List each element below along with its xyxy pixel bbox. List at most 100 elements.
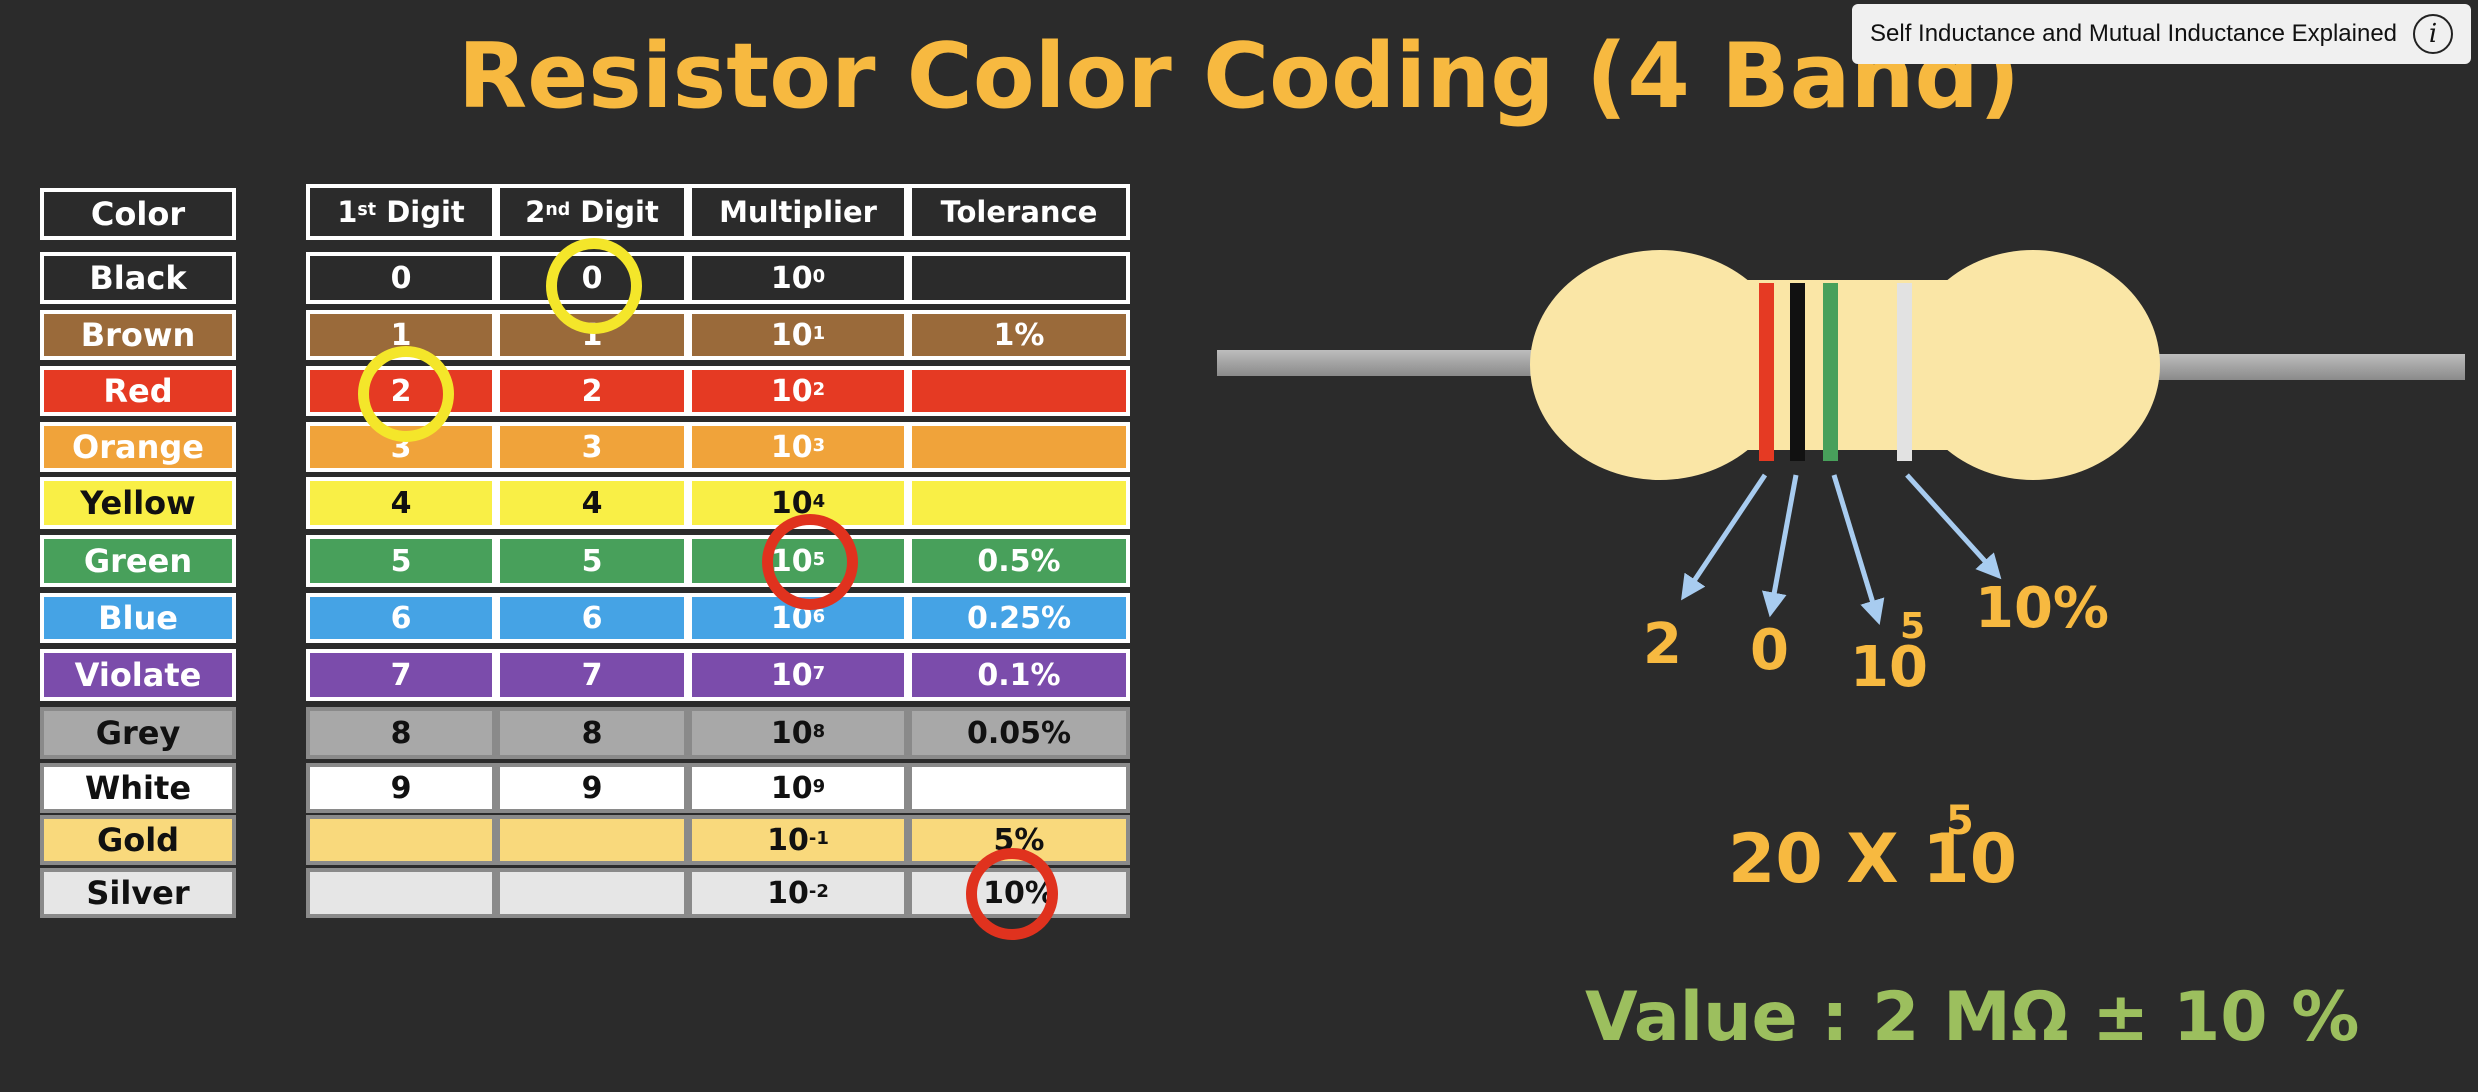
multiplier-cell: 10 3 bbox=[688, 422, 908, 472]
tolerance-cell bbox=[908, 763, 1130, 813]
digit1-cell: 6 bbox=[306, 593, 496, 643]
arrow-tolerance bbox=[1905, 473, 2002, 580]
band-label-tolerance: 10% bbox=[1975, 576, 2110, 641]
multiplier-exp: 0 bbox=[812, 265, 826, 287]
multiplier-base: 10 bbox=[770, 715, 813, 751]
highlight-circle-tolerance-silver bbox=[966, 848, 1058, 940]
column-header: Multiplier bbox=[688, 184, 908, 240]
multiplier-exp: 9 bbox=[812, 775, 826, 797]
color-name-cell: Brown bbox=[40, 310, 236, 360]
resistance-value: Value : 2 MΩ ± 10 % bbox=[1585, 978, 2360, 1057]
tolerance-cell: 0.05% bbox=[908, 707, 1130, 759]
digit2-cell: 3 bbox=[496, 422, 688, 472]
multiplier-base: 10 bbox=[770, 260, 813, 296]
multiplier-base: 10 bbox=[770, 429, 813, 465]
arrow-digit2 bbox=[1761, 474, 1799, 618]
band-label-multiplier-base: 10 bbox=[1850, 635, 1928, 700]
digit1-cell: 8 bbox=[306, 707, 496, 759]
digit2-cell: 5 bbox=[496, 535, 688, 587]
digit2-cell: 4 bbox=[496, 477, 688, 529]
digit1-cell: 0 bbox=[306, 252, 496, 304]
multiplier-cell: 10 -1 bbox=[688, 815, 908, 865]
tolerance-cell bbox=[908, 422, 1130, 472]
color-name-cell: Yellow bbox=[40, 477, 236, 529]
column-header-text: 1 bbox=[337, 195, 358, 229]
digit2-cell bbox=[496, 868, 688, 918]
column-header: Tolerance bbox=[908, 184, 1130, 240]
page-title: Resistor Color Coding (4 Band) bbox=[457, 24, 2021, 129]
column-header-sup: nd bbox=[545, 200, 571, 220]
color-name-cell: Green bbox=[40, 535, 236, 587]
multiplier-cell: 10 0 bbox=[688, 252, 908, 304]
column-header-text: Tolerance bbox=[940, 195, 1098, 229]
color-name-cell: Gold bbox=[40, 815, 236, 865]
multiplier-cell: 10 7 bbox=[688, 649, 908, 701]
info-icon[interactable]: i bbox=[2413, 14, 2453, 54]
multiplier-cell: 10 2 bbox=[688, 366, 908, 416]
band-3-green bbox=[1823, 283, 1838, 461]
band-4-silver bbox=[1897, 283, 1912, 461]
tolerance-cell: 0.5% bbox=[908, 535, 1130, 587]
column-header-text: Multiplier bbox=[719, 195, 877, 229]
resistor-body bbox=[1530, 250, 2160, 480]
tolerance-cell: 5% bbox=[908, 815, 1130, 865]
column-header-text: 2 bbox=[525, 195, 546, 229]
tolerance-cell: 0.1% bbox=[908, 649, 1130, 701]
multiplier-exp: 1 bbox=[812, 322, 826, 344]
color-name-cell: Red bbox=[40, 366, 236, 416]
multiplier-exp: 8 bbox=[812, 720, 826, 742]
band-1-red bbox=[1759, 283, 1774, 461]
multiplier-base: 10 bbox=[767, 875, 809, 911]
band-label-multiplier: 10 bbox=[1850, 635, 1928, 700]
multiplier-base: 10 bbox=[770, 657, 813, 693]
color-name-cell: White bbox=[40, 763, 236, 813]
band-label-digit1: 2 bbox=[1643, 612, 1682, 677]
multiplier-cell: 10 -2 bbox=[688, 868, 908, 918]
multiplier-exp: -1 bbox=[808, 827, 829, 849]
digit2-cell: 2 bbox=[496, 366, 688, 416]
tolerance-cell: 0.25% bbox=[908, 593, 1130, 643]
tolerance-cell bbox=[908, 252, 1130, 304]
highlight-circle-digit2-black bbox=[546, 238, 642, 334]
tolerance-cell bbox=[908, 366, 1130, 416]
arrow-multiplier bbox=[1831, 474, 1885, 625]
tolerance-cell bbox=[908, 477, 1130, 529]
digit2-cell: 6 bbox=[496, 593, 688, 643]
tolerance-cell: 1% bbox=[908, 310, 1130, 360]
info-card[interactable]: Self Inductance and Mutual Inductance Ex… bbox=[1852, 4, 2471, 64]
digit2-cell bbox=[496, 815, 688, 865]
multiplier-base: 10 bbox=[770, 317, 813, 353]
digit2-cell: 9 bbox=[496, 763, 688, 813]
color-name-cell: Orange bbox=[40, 422, 236, 472]
band-label-multiplier-exp: 5 bbox=[1900, 606, 1926, 647]
multiplier-exp: 6 bbox=[812, 605, 826, 627]
multiplier-exp: 4 bbox=[812, 490, 826, 512]
color-name-cell: Silver bbox=[40, 868, 236, 918]
band-label-digit2: 0 bbox=[1750, 618, 1789, 683]
multiplier-exp: 3 bbox=[812, 434, 826, 456]
multiplier-exp: 7 bbox=[812, 662, 826, 684]
formula-base: 20 X 10 bbox=[1728, 820, 2018, 899]
resistor-lead-left bbox=[1217, 350, 1547, 376]
formula: 20 X 10 bbox=[1728, 820, 2017, 899]
column-header-rest: Digit bbox=[570, 195, 659, 229]
band-arrows bbox=[1681, 473, 2002, 625]
highlight-circle-multiplier-green bbox=[762, 514, 858, 610]
multiplier-cell: 10 9 bbox=[688, 763, 908, 813]
multiplier-exp: 2 bbox=[812, 378, 826, 400]
arrow-digit1 bbox=[1681, 473, 1768, 601]
info-card-text[interactable]: Self Inductance and Mutual Inductance Ex… bbox=[1870, 20, 2398, 47]
formula-exp: 5 bbox=[1946, 798, 1974, 844]
color-name-cell: Grey bbox=[40, 707, 236, 759]
color-header: Color bbox=[40, 188, 236, 240]
digit2-cell: 8 bbox=[496, 707, 688, 759]
color-name-cell: Black bbox=[40, 252, 236, 304]
digit1-cell bbox=[306, 868, 496, 918]
band-2-black bbox=[1790, 283, 1805, 461]
multiplier-cell: 10 1 bbox=[688, 310, 908, 360]
digit2-cell: 7 bbox=[496, 649, 688, 701]
column-header-rest: Digit bbox=[376, 195, 465, 229]
digit1-cell: 4 bbox=[306, 477, 496, 529]
